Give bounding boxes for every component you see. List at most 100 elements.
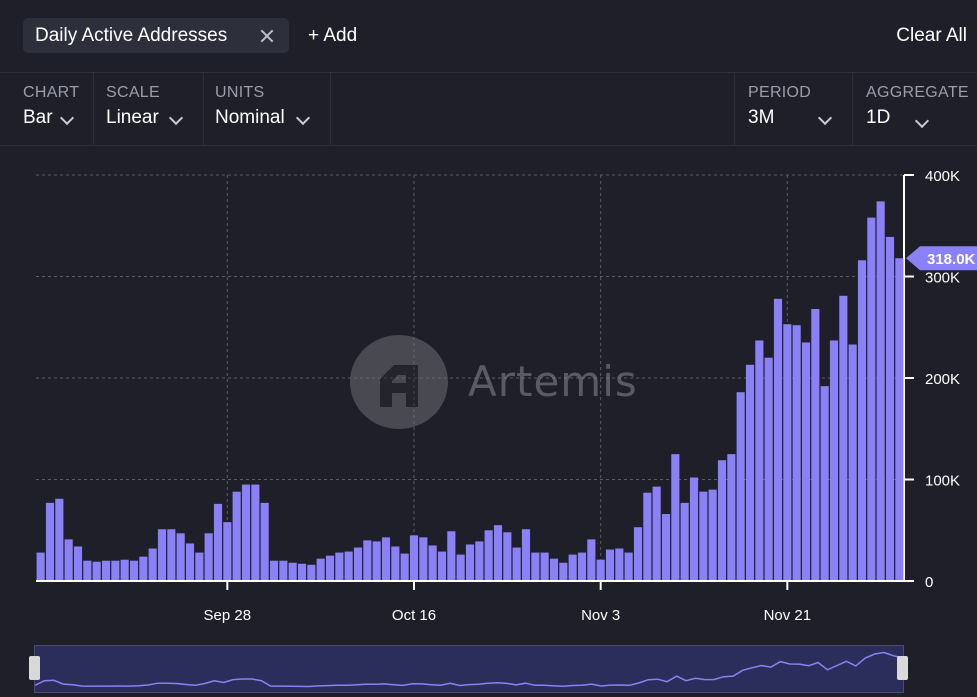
bar (381, 537, 391, 581)
scale-label: SCALE (106, 84, 160, 101)
bar (885, 236, 895, 581)
bar (661, 514, 671, 581)
chart-controls: CHART Bar SCALE Linear UNITS Nominal PER… (0, 73, 977, 146)
chart-type-label: CHART (23, 84, 80, 101)
bar (148, 548, 157, 581)
bar (400, 553, 409, 581)
add-metric-button[interactable]: + Add (308, 25, 358, 46)
watermark-text: Artemis (468, 357, 638, 406)
units-dropdown[interactable]: UNITS Nominal (215, 73, 331, 145)
scale-value: Linear (106, 107, 159, 128)
x-tick-label: Nov 21 (764, 607, 812, 624)
bar (241, 484, 251, 581)
bar (279, 560, 288, 581)
bar (699, 491, 708, 581)
bar (559, 562, 568, 581)
close-icon[interactable] (259, 28, 275, 44)
bar (325, 555, 335, 581)
range-end-handle[interactable] (897, 656, 908, 680)
bar (111, 560, 120, 581)
artemis-logo-icon (350, 335, 448, 429)
period-label: PERIOD (748, 84, 812, 101)
bar (587, 539, 596, 581)
scale-dropdown[interactable]: SCALE Linear (106, 73, 204, 145)
bar (447, 531, 456, 581)
bar (820, 386, 829, 581)
bar (269, 560, 279, 581)
bar (577, 552, 587, 581)
bar (568, 554, 577, 581)
bar (549, 558, 559, 581)
bar (129, 560, 139, 581)
bar (708, 489, 717, 581)
bar (409, 535, 419, 581)
bar (419, 537, 428, 581)
watermark: Artemis (350, 335, 680, 435)
bar (288, 562, 297, 581)
bar (484, 530, 493, 581)
navigator-line (34, 651, 904, 688)
bar (475, 541, 484, 581)
bar (521, 529, 531, 581)
y-tick-label: 300K (925, 270, 960, 287)
bar (185, 543, 195, 581)
range-navigator[interactable] (34, 645, 904, 693)
bar (64, 539, 73, 581)
bar (36, 552, 45, 581)
period-dropdown[interactable]: PERIOD 3M (748, 73, 853, 145)
bar (717, 460, 727, 581)
bar (605, 549, 615, 581)
bar (727, 454, 736, 581)
bar (73, 546, 83, 581)
bar (195, 552, 204, 581)
bar (307, 564, 316, 581)
chart-type-dropdown[interactable]: CHART Bar (23, 73, 94, 145)
bar (811, 308, 820, 581)
bar (139, 556, 148, 581)
units-value: Nominal (215, 107, 285, 128)
bar (783, 324, 792, 581)
bar (55, 498, 64, 581)
bar (596, 559, 605, 581)
chart-type-value: Bar (23, 107, 53, 128)
bar (428, 545, 437, 581)
chevron-down-icon (168, 110, 184, 126)
bar (45, 502, 55, 581)
clear-all-button[interactable]: Clear All (896, 25, 967, 46)
bar (624, 552, 633, 581)
bar (792, 325, 801, 581)
bar (344, 551, 353, 581)
metric-chip[interactable]: Daily Active Addresses (23, 18, 289, 53)
aggregate-value: 1D (866, 107, 891, 128)
x-tick-label: Sep 28 (204, 607, 252, 624)
range-start-handle[interactable] (29, 656, 40, 680)
bar (92, 561, 101, 581)
bar (120, 559, 129, 581)
bar (876, 201, 885, 581)
bar (773, 298, 783, 581)
bar-chart[interactable]: 0 100K 200K 300K 400K Sep 28 Oct 16 Nov 3 Nov 21… (0, 150, 977, 630)
bar (232, 491, 241, 581)
divider (734, 73, 735, 145)
bar (260, 502, 269, 581)
bar (213, 503, 223, 581)
y-tick-label: 0 (925, 574, 933, 591)
bar (353, 547, 363, 581)
units-label: UNITS (215, 84, 265, 101)
bar (867, 217, 876, 581)
bar (204, 533, 213, 581)
aggregate-label: AGGREGATE (866, 84, 969, 101)
bar (335, 552, 344, 581)
bar (167, 529, 176, 581)
bar (680, 502, 689, 581)
bar (540, 552, 549, 581)
current-value-badge (906, 246, 977, 271)
aggregate-dropdown[interactable]: AGGREGATE 1D (866, 73, 977, 145)
y-tick-label: 100K (925, 473, 960, 490)
bar (829, 340, 839, 581)
bar (671, 454, 680, 581)
bar (839, 295, 848, 581)
bar (83, 560, 92, 581)
bar (531, 552, 540, 581)
bar (895, 258, 904, 581)
